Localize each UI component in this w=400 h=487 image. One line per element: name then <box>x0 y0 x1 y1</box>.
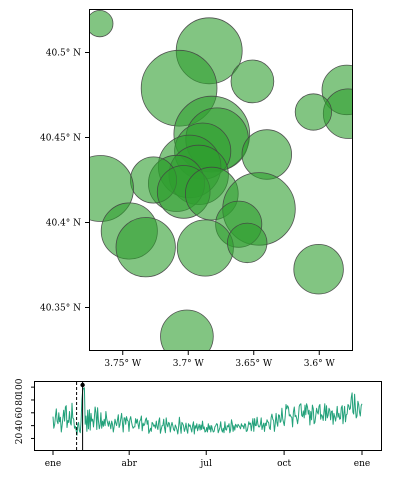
map-x-tick-label: 3.7° W <box>173 359 205 369</box>
map-y-tick-label: 40.5° N <box>46 49 81 59</box>
map-x-tick-label: 3.6° W <box>304 359 336 369</box>
time-x-tick-label: ene <box>354 459 370 469</box>
map-plot-frame <box>89 9 353 351</box>
time-x-tick-label: ene <box>45 459 61 469</box>
bubble-point <box>90 10 114 38</box>
map-y-tick-label: 40.4° N <box>46 219 81 229</box>
time-x-tick-label: jul <box>199 459 212 469</box>
map-x-tick-label: 3.65° W <box>235 359 272 369</box>
bubble-map-chart: 3.75° W 3.7° W 3.65° W 3.6° W 40.35° N 40.4° … <box>40 9 353 370</box>
time-series-plot-frame <box>34 381 382 451</box>
bubble-point <box>176 219 234 277</box>
bubble-point <box>241 129 292 180</box>
time-y-tick-label: 80 <box>15 394 25 406</box>
bubble-point <box>230 59 275 104</box>
time-y-tick-label: 60 <box>15 407 25 419</box>
bubble-point <box>294 93 332 131</box>
map-axes: 3.75° W 3.7° W 3.65° W 3.6° W 40.35° N 40.4° … <box>40 49 335 370</box>
map-y-tick-label: 40.45° N <box>40 134 81 144</box>
time-x-tick-label: abr <box>121 459 137 469</box>
bubble-layer <box>90 10 352 350</box>
bubble-point <box>115 217 176 278</box>
time-y-tick-label: 100 <box>15 378 25 395</box>
bubble-point <box>293 244 344 295</box>
time-y-tick-label: 40 <box>15 420 25 432</box>
time-series-layer <box>52 382 363 450</box>
series-line <box>52 387 363 436</box>
bubble-point <box>160 309 214 350</box>
time-x-tick-label: oct <box>277 459 291 469</box>
time-y-tick-label: 20 <box>15 433 25 445</box>
bubble-point <box>226 222 268 264</box>
map-y-tick-label: 40.35° N <box>40 304 81 314</box>
map-x-tick-label: 3.75° W <box>104 359 141 369</box>
current-date-marker-dot[interactable] <box>80 382 85 388</box>
